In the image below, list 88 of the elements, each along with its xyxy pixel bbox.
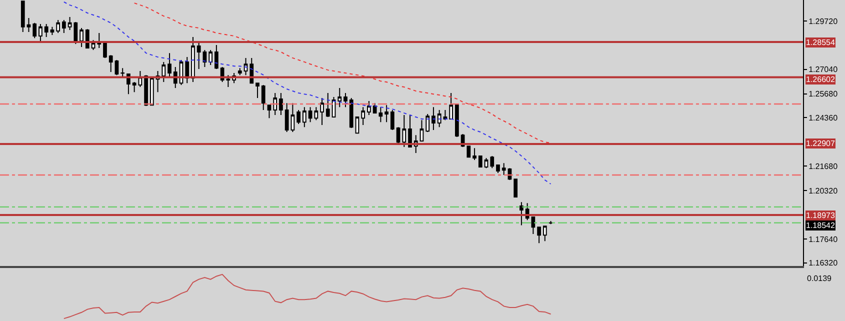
- candlestick: [420, 120, 424, 142]
- candlestick: [62, 20, 66, 34]
- candlestick: [103, 42, 107, 58]
- candlestick: [514, 178, 518, 198]
- candlestick: [80, 27, 84, 48]
- candlestick: [108, 54, 113, 73]
- candlestick: [68, 16, 72, 30]
- candlestick: [214, 44, 218, 70]
- candlestick: [408, 114, 412, 148]
- candlestick: [302, 106, 306, 128]
- candlestick: [478, 156, 482, 168]
- candlestick: [432, 106, 436, 131]
- y-tick-label: 1.29720: [808, 16, 838, 26]
- candlestick: [290, 102, 295, 133]
- candlestick: [168, 52, 172, 79]
- candlestick: [344, 92, 348, 108]
- y-tick-label: 1.27040: [808, 65, 838, 74]
- candlestick: [490, 156, 494, 169]
- candlestick: [196, 42, 201, 70]
- candlestick: [185, 56, 190, 84]
- candlestick: [520, 202, 524, 226]
- candlestick: [367, 100, 371, 116]
- candlestick: [256, 82, 260, 99]
- candlestick: [267, 104, 272, 119]
- candlestick: [97, 32, 102, 49]
- candlestick: [542, 226, 547, 242]
- candlestick: [402, 114, 406, 148]
- y-tick-label: 1.16320: [808, 258, 838, 268]
- y-tick-label: 1.25680: [808, 90, 838, 99]
- candlestick: [531, 216, 536, 235]
- candlestick: [484, 158, 488, 169]
- candlestick: [202, 50, 207, 68]
- candlestick: [472, 148, 476, 160]
- candlestick: [320, 98, 324, 126]
- candlestick: [38, 24, 42, 44]
- candlestick: [144, 74, 148, 106]
- candlestick: [361, 106, 366, 126]
- candlestick: [273, 92, 278, 116]
- candlestick: [349, 98, 354, 129]
- candlestick: [279, 92, 283, 116]
- candlestick: [308, 106, 312, 123]
- candlestick: [296, 109, 300, 125]
- candlestick: [162, 61, 166, 82]
- candlestick: [338, 87, 342, 108]
- candlestick: [132, 81, 136, 93]
- candlestick: [502, 162, 506, 176]
- candlestick: [466, 146, 471, 158]
- ref-line-label: 1.22907: [806, 139, 836, 148]
- candlestick: [114, 59, 119, 76]
- candlestick: [537, 226, 541, 244]
- candlestick: [56, 20, 60, 34]
- candlestick: [74, 22, 78, 45]
- text: 0.0139: [807, 274, 832, 283]
- ref-line-label: 1.28554: [806, 38, 836, 47]
- candlestick: [326, 92, 330, 118]
- line-series: [134, 2, 552, 144]
- candlestick: [426, 113, 430, 133]
- y-tick-label: 1.17640: [808, 234, 838, 244]
- y-tick-label: 1.20320: [808, 186, 838, 196]
- ref-line-label: 1.18542: [806, 221, 836, 230]
- candlestick: [449, 92, 453, 120]
- candlestick: [120, 68, 125, 78]
- candlestick: [226, 74, 230, 88]
- candlestick: [496, 164, 500, 174]
- candlestick: [26, 18, 31, 32]
- candlestick: [284, 102, 289, 133]
- candlestick: [443, 109, 448, 121]
- candlestick: [437, 109, 442, 128]
- candlestick: [44, 24, 48, 38]
- candlestick: [314, 106, 318, 121]
- candlestick: [150, 76, 154, 106]
- ref-line-label: 1.26602: [806, 75, 836, 84]
- candlestick: [454, 104, 459, 138]
- candlestick: [244, 57, 248, 76]
- y-tick-label: 1.21680: [808, 162, 838, 171]
- candlestick: [396, 126, 400, 144]
- line-series: [63, 1, 552, 185]
- candlestick: [20, 0, 25, 32]
- candlestick: [32, 22, 37, 39]
- candlestick: [238, 68, 242, 76]
- candlestick: [384, 104, 388, 123]
- y-tick-label: 1.24360: [808, 114, 838, 123]
- ref-line-label: 1.18973: [806, 211, 836, 220]
- candlestick: [208, 50, 213, 66]
- candlestick: [50, 26, 54, 36]
- candlestick: [261, 84, 266, 110]
- candlestick: [191, 36, 195, 82]
- candlestick: [390, 109, 394, 131]
